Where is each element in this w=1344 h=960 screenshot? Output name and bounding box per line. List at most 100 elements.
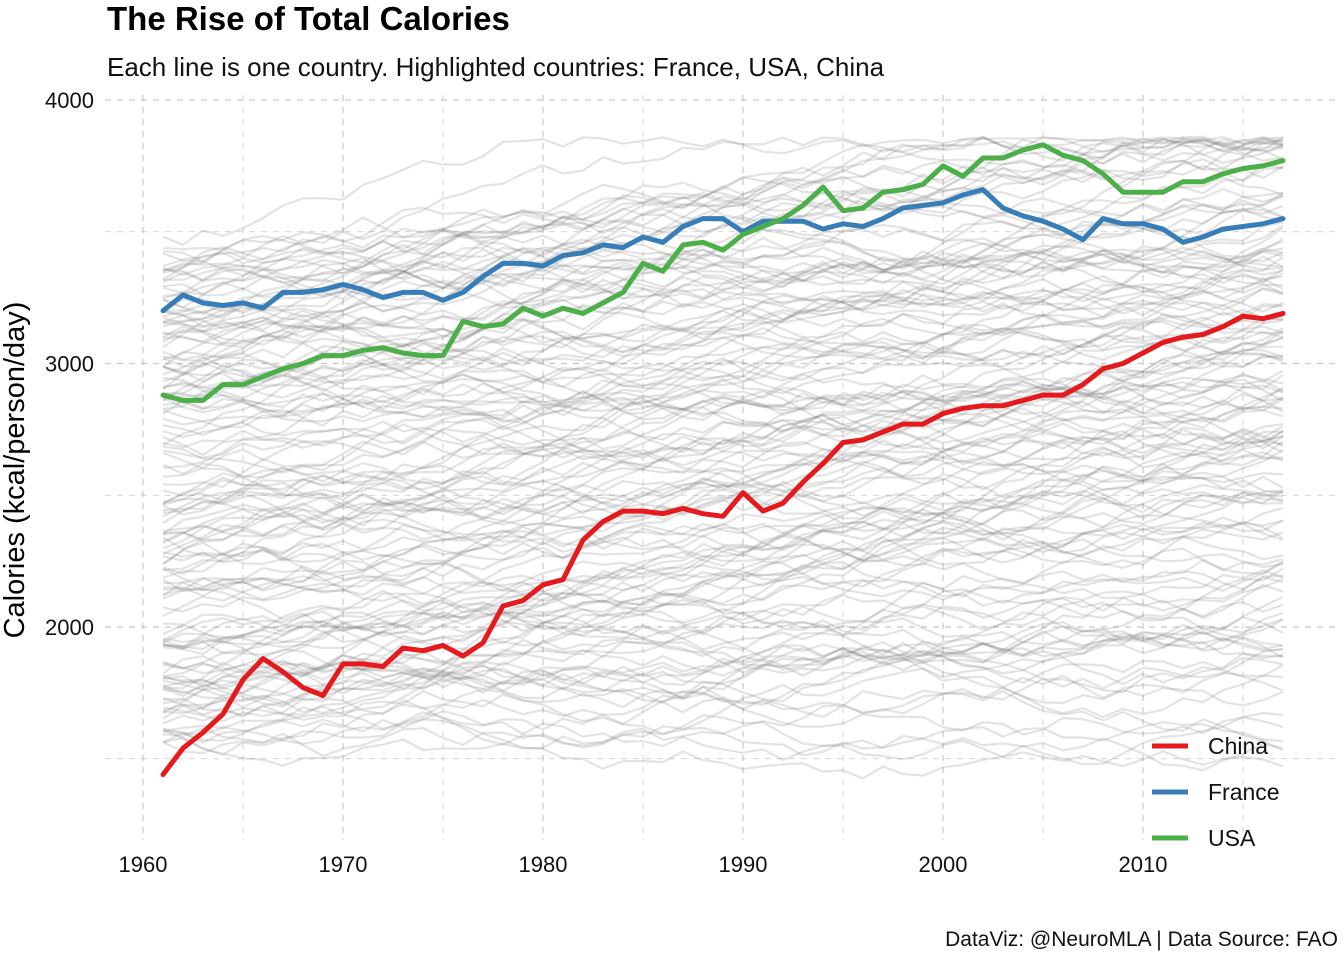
background-country-line: [162, 291, 1284, 349]
x-tick-label: 1990: [719, 852, 768, 877]
background-country-line: [162, 490, 1284, 715]
background-country-line: [162, 400, 1284, 461]
background-country-line: [162, 536, 1284, 659]
background-country-line: [162, 289, 1284, 389]
background-country-line: [162, 406, 1284, 591]
background-country-line: [162, 536, 1284, 656]
background-country-line: [162, 641, 1284, 712]
background-country-line: [162, 313, 1284, 361]
background-country-line: [162, 195, 1284, 349]
background-country-line: [162, 616, 1284, 670]
background-country-line: [162, 138, 1284, 324]
background-country-line: [162, 275, 1283, 361]
background-country-line: [162, 490, 1284, 596]
background-country-line: [162, 257, 1284, 307]
x-tick-label: 1960: [119, 852, 168, 877]
background-country-lines: [162, 135, 1284, 780]
background-country-line: [162, 634, 1284, 757]
background-country-line: [162, 336, 1284, 516]
background-country-line: [162, 135, 1284, 320]
background-country-line: [162, 470, 1284, 543]
background-country-line: [162, 313, 1284, 579]
background-country-line: [162, 619, 1284, 681]
background-country-line: [162, 268, 1284, 417]
background-country-line: [162, 187, 1284, 297]
background-country-line: [162, 373, 1284, 437]
background-country-line: [162, 641, 1284, 709]
background-country-line: [162, 448, 1284, 635]
background-country-line: [162, 410, 1284, 550]
chart-subtitle: Each line is one country. Highlighted co…: [107, 52, 885, 82]
background-country-line: [162, 390, 1284, 489]
background-country-line: [162, 709, 1284, 762]
background-country-line: [162, 250, 1284, 368]
background-country-line: [162, 319, 1284, 512]
legend-label: USA: [1208, 825, 1256, 851]
background-country-line: [162, 143, 1284, 276]
background-country-line: [162, 297, 1284, 426]
background-country-line: [162, 466, 1284, 543]
background-country-line: [162, 326, 1284, 407]
background-country-line: [162, 389, 1284, 455]
background-country-line: [162, 583, 1284, 706]
background-country-line: [162, 423, 1284, 520]
background-country-line: [162, 386, 1284, 572]
background-country-line: [162, 561, 1284, 717]
background-country-line: [162, 448, 1284, 550]
background-country-line: [162, 223, 1284, 282]
background-country-line: [162, 458, 1284, 556]
x-tick-label: 1980: [519, 852, 568, 877]
background-country-line: [162, 348, 1284, 469]
background-country-line: [162, 330, 1284, 419]
background-country-line: [162, 519, 1284, 651]
axis-layer: 1960 1970 1980 1990 2000 2010 2000 3000 4000: [45, 88, 1167, 877]
background-country-line: [162, 251, 1284, 502]
background-country-line: [162, 694, 1284, 772]
background-country-line: [162, 327, 1284, 505]
background-country-line: [162, 224, 1284, 399]
highlight-series-layer: [160, 142, 1286, 778]
series-line-china: [160, 310, 1286, 778]
background-country-line: [162, 576, 1284, 725]
background-country-line: [162, 248, 1284, 446]
background-country-line: [162, 402, 1284, 617]
background-country-line: [162, 417, 1284, 541]
legend: China France USA: [1152, 733, 1280, 851]
background-country-line: [162, 136, 1284, 285]
background-country-line: [162, 268, 1284, 402]
background-country-line: [162, 526, 1284, 566]
background-country-line: [162, 717, 1284, 780]
background-country-line: [162, 398, 1284, 504]
background-country-line: [162, 159, 1284, 260]
background-country-line: [162, 240, 1284, 355]
background-country-line: [162, 519, 1284, 688]
background-country-line: [162, 143, 1284, 302]
grid-layer: [105, 95, 1335, 840]
x-tick-label: 2010: [1119, 852, 1168, 877]
background-country-line: [162, 430, 1284, 650]
y-axis-label: Calories (kcal/person/day): [0, 302, 31, 639]
background-country-line: [162, 489, 1284, 701]
background-country-line: [162, 440, 1284, 690]
background-country-line: [162, 136, 1284, 281]
background-country-line: [162, 451, 1284, 613]
background-country-line: [162, 136, 1284, 268]
background-country-line: [162, 369, 1284, 483]
background-country-line: [162, 226, 1284, 300]
background-country-line: [162, 396, 1284, 519]
background-country-line: [162, 195, 1284, 317]
background-country-line: [162, 489, 1284, 588]
background-country-line: [162, 395, 1284, 474]
background-country-line: [162, 599, 1284, 742]
legend-label: France: [1208, 779, 1280, 805]
background-country-line: [162, 164, 1284, 411]
background-country-line: [162, 136, 1284, 247]
series-line-usa: [160, 142, 1286, 403]
background-country-line: [162, 516, 1284, 650]
background-country-line: [162, 313, 1284, 415]
background-country-line: [162, 649, 1284, 723]
chart-caption: DataViz: @NeuroMLA | Data Source: FAO: [945, 928, 1338, 951]
background-country-line: [162, 295, 1284, 340]
background-country-line: [162, 663, 1284, 732]
